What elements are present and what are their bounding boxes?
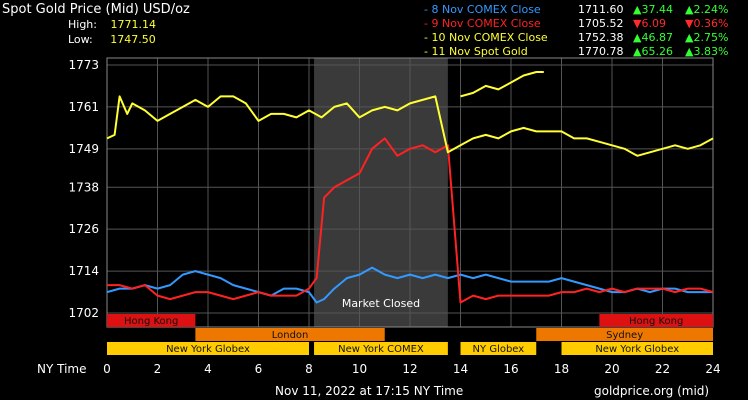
series-line-1 bbox=[107, 137, 714, 304]
legend-percent: ▲2.24% bbox=[685, 3, 729, 16]
x-tick-label: 10 bbox=[352, 362, 367, 376]
high-row: High: 1771.14 bbox=[68, 18, 156, 31]
y-tick-label: 1749 bbox=[68, 142, 99, 156]
x-tick-label: 22 bbox=[655, 362, 670, 376]
x-tick-label: 16 bbox=[503, 362, 518, 376]
y-tick-label: 1773 bbox=[68, 58, 99, 72]
market-closed-region bbox=[314, 58, 448, 327]
session-bar bbox=[107, 342, 309, 355]
series-line-3 bbox=[460, 71, 544, 98]
session-bar bbox=[599, 314, 713, 327]
x-tick-label: 0 bbox=[103, 362, 111, 376]
legend-price: 1711.60 bbox=[578, 3, 624, 16]
plot-border bbox=[106, 57, 714, 328]
market-closed-label: Market Closed bbox=[342, 297, 420, 310]
y-tick-label: 1726 bbox=[68, 222, 99, 236]
legend-label: - 11 Nov Spot Gold bbox=[424, 45, 528, 58]
session-bar bbox=[460, 342, 537, 355]
session-bar bbox=[107, 314, 196, 327]
chart-title: Spot Gold Price (Mid) USD/oz bbox=[2, 2, 190, 17]
legend-label: - 10 Nov COMEX Close bbox=[424, 31, 548, 44]
session-bar bbox=[195, 328, 385, 341]
x-tick-label: 24 bbox=[705, 362, 720, 376]
legend-change: ▲65.26 bbox=[633, 45, 673, 58]
session-bar bbox=[561, 342, 713, 355]
session-label: New York COMEX bbox=[338, 344, 424, 355]
x-tick-label: 6 bbox=[255, 362, 263, 376]
y-tick-label: 1738 bbox=[68, 180, 99, 194]
session-label: London bbox=[272, 330, 309, 341]
x-tick-label: 14 bbox=[453, 362, 468, 376]
x-tick-label: 8 bbox=[305, 362, 313, 376]
low-row: Low: 1747.50 bbox=[68, 33, 156, 46]
session-label: Hong Kong bbox=[629, 316, 683, 327]
legend-price: 1705.52 bbox=[578, 17, 624, 30]
session-label: NY Globex bbox=[473, 344, 525, 355]
legend-percent: ▲3.83% bbox=[685, 45, 729, 58]
y-tick-label: 1714 bbox=[68, 264, 99, 278]
x-tick-label: 2 bbox=[154, 362, 162, 376]
legend-percent: ▲2.75% bbox=[685, 31, 729, 44]
legend-price: 1770.78 bbox=[578, 45, 624, 58]
legend-label: - 9 Nov COMEX Close bbox=[424, 17, 541, 30]
session-label: New York Globex bbox=[595, 344, 679, 355]
session-bar bbox=[314, 342, 448, 355]
legend-change: ▲46.87 bbox=[633, 31, 673, 44]
x-tick-label: 4 bbox=[204, 362, 212, 376]
footer-source: goldprice.org (mid) bbox=[594, 384, 710, 398]
session-bar bbox=[536, 328, 713, 341]
legend-percent: ▼0.36% bbox=[685, 17, 729, 30]
session-label: Sydney bbox=[606, 330, 643, 341]
y-tick-label: 1761 bbox=[68, 100, 99, 114]
legend-price: 1752.38 bbox=[578, 31, 624, 44]
y-tick-label: 1702 bbox=[68, 306, 99, 320]
x-axis-label: NY Time bbox=[37, 362, 87, 376]
session-label: Hong Kong bbox=[124, 316, 178, 327]
low-label: Low: bbox=[68, 33, 93, 46]
high-label: High: bbox=[68, 18, 97, 31]
series-line-2 bbox=[106, 95, 714, 157]
x-tick-label: 20 bbox=[604, 362, 619, 376]
footer-timestamp: Nov 11, 2022 at 17:15 NY Time bbox=[275, 384, 464, 398]
legend-change: ▲37.44 bbox=[633, 3, 673, 16]
x-tick-label: 12 bbox=[402, 362, 417, 376]
legend-label: - 8 Nov COMEX Close bbox=[424, 3, 541, 16]
legend-change: ▼6.09 bbox=[633, 17, 666, 30]
series-line-0 bbox=[106, 266, 713, 304]
x-tick-label: 18 bbox=[554, 362, 569, 376]
session-label: New York Globex bbox=[166, 344, 250, 355]
low-value: 1747.50 bbox=[110, 33, 156, 46]
high-value: 1771.14 bbox=[110, 18, 157, 31]
